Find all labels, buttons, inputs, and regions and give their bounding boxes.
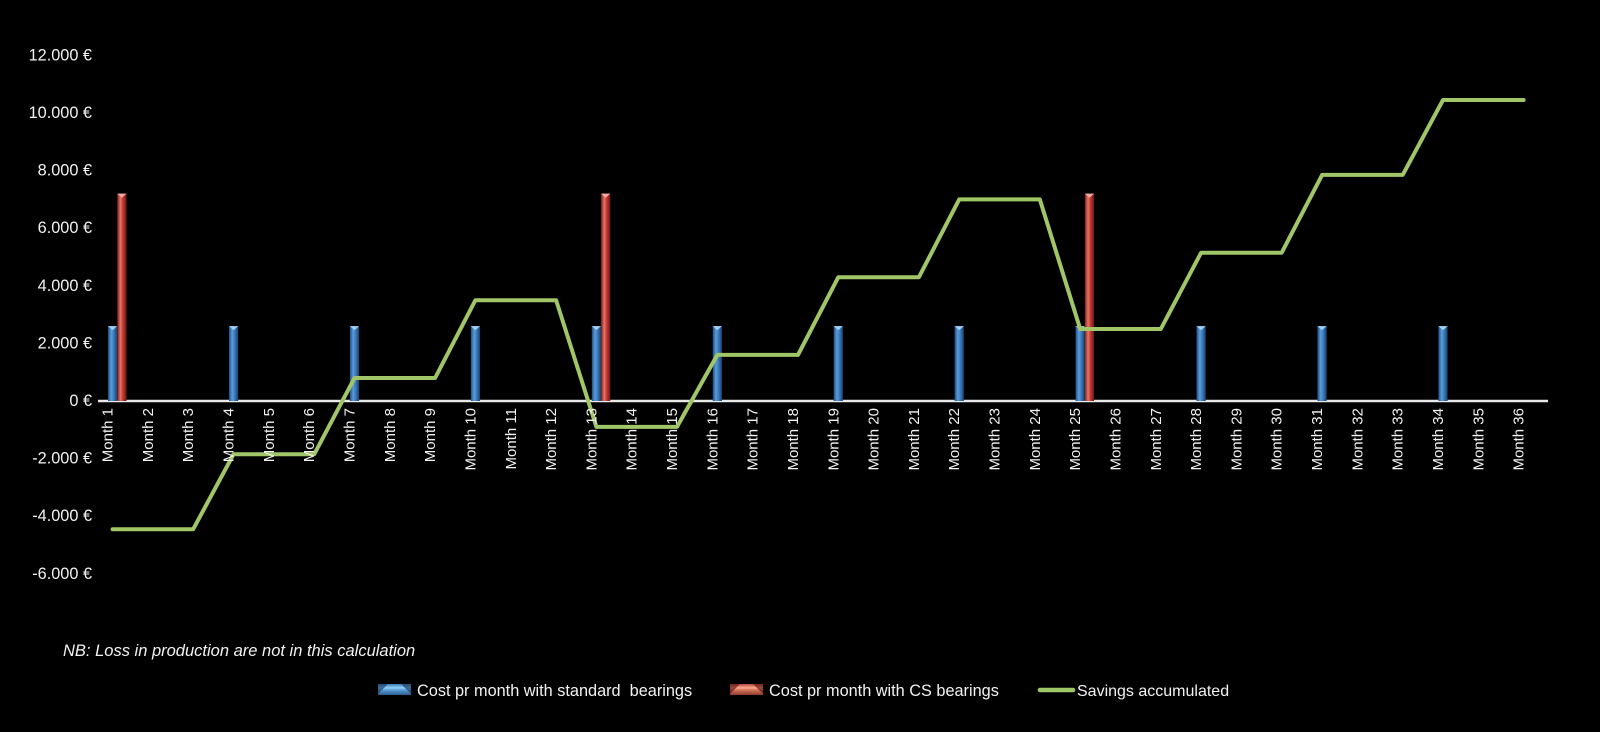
svg-text:Month 1: Month 1 <box>100 408 117 462</box>
svg-text:NB: Loss in production are not: NB: Loss in production are not in this c… <box>63 642 415 660</box>
svg-text:Month 10: Month 10 <box>462 408 479 471</box>
svg-text:Month 2: Month 2 <box>140 408 157 462</box>
svg-text:Month 32: Month 32 <box>1349 408 1366 471</box>
svg-text:Month 16: Month 16 <box>704 408 721 471</box>
svg-text:Month 17: Month 17 <box>745 408 762 471</box>
svg-text:Month 19: Month 19 <box>825 408 842 471</box>
svg-text:Month 23: Month 23 <box>987 408 1004 471</box>
svg-text:Month 29: Month 29 <box>1228 408 1245 471</box>
svg-text:Month 9: Month 9 <box>422 408 439 462</box>
svg-text:Month 13: Month 13 <box>583 408 600 471</box>
svg-text:Month 5: Month 5 <box>261 408 278 462</box>
svg-text:8.000 €: 8.000 € <box>38 162 92 180</box>
svg-text:Month 12: Month 12 <box>543 408 560 471</box>
svg-text:Month 24: Month 24 <box>1027 408 1044 471</box>
svg-text:Month 15: Month 15 <box>664 408 681 471</box>
svg-text:Month 26: Month 26 <box>1108 408 1125 471</box>
svg-text:Cost pr month with standard b: Cost pr month with standard bearings <box>417 682 692 700</box>
svg-text:Savings accumulated: Savings accumulated <box>1077 683 1229 700</box>
svg-text:4.000 €: 4.000 € <box>38 277 92 295</box>
svg-text:2.000 €: 2.000 € <box>38 334 92 352</box>
svg-text:12.000 €: 12.000 € <box>29 46 92 64</box>
svg-text:Month 33: Month 33 <box>1390 408 1407 471</box>
svg-text:Month 4: Month 4 <box>221 408 238 462</box>
svg-text:Month 8: Month 8 <box>382 408 399 462</box>
svg-text:Month 18: Month 18 <box>785 408 802 471</box>
svg-text:Month 25: Month 25 <box>1067 408 1084 471</box>
svg-text:Month 28: Month 28 <box>1188 408 1205 471</box>
svg-text:Month 7: Month 7 <box>342 408 359 462</box>
svg-text:Month 6: Month 6 <box>301 408 318 462</box>
svg-text:Month 36: Month 36 <box>1511 408 1528 471</box>
svg-text:Month 31: Month 31 <box>1309 408 1326 471</box>
svg-text:Month 34: Month 34 <box>1430 408 1447 471</box>
svg-text:Month 14: Month 14 <box>624 408 641 471</box>
svg-text:Month 11: Month 11 <box>503 408 520 469</box>
svg-text:-2.000 €: -2.000 € <box>32 450 92 468</box>
svg-text:Month 22: Month 22 <box>946 408 963 471</box>
svg-text:6.000 €: 6.000 € <box>38 219 92 237</box>
svg-text:10.000 €: 10.000 € <box>29 104 92 122</box>
svg-text:Month 21: Month 21 <box>906 408 923 471</box>
svg-text:Month 20: Month 20 <box>866 408 883 471</box>
svg-text:-4.000 €: -4.000 € <box>32 507 92 525</box>
svg-text:-6.000 €: -6.000 € <box>32 565 92 583</box>
svg-text:Month 30: Month 30 <box>1269 408 1286 471</box>
svg-text:Month 3: Month 3 <box>180 408 197 462</box>
svg-text:Month 27: Month 27 <box>1148 408 1165 471</box>
svg-text:0 €: 0 € <box>69 392 92 410</box>
svg-text:Cost pr month with CS bearings: Cost pr month with CS bearings <box>769 682 999 700</box>
svg-text:Month 35: Month 35 <box>1470 408 1487 471</box>
